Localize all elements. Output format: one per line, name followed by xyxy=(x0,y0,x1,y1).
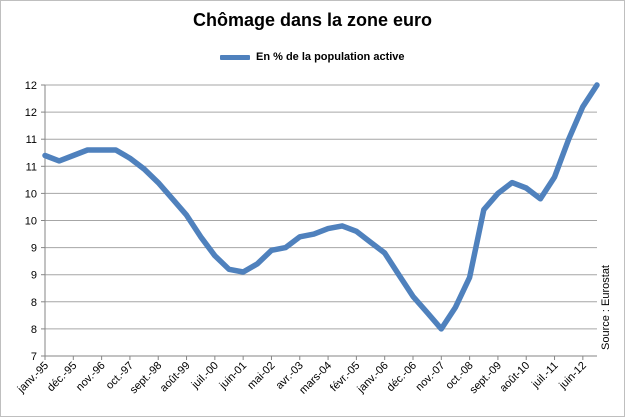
x-tick-label: mai-02 xyxy=(245,360,277,392)
x-tick-label: août-99 xyxy=(158,360,193,395)
legend-swatch xyxy=(220,54,250,60)
y-tick-label: 9 xyxy=(31,270,37,282)
x-tick-label: juin-01 xyxy=(217,360,250,393)
x-tick-label: déc.-06 xyxy=(385,360,419,394)
series-line xyxy=(42,82,600,332)
y-tick-label: 12 xyxy=(25,107,37,119)
x-tick-label: juin-12 xyxy=(556,360,589,393)
y-tick-label: 9 xyxy=(31,243,37,255)
x-tick-label: nov.-96 xyxy=(74,360,108,394)
y-tick-label: 8 xyxy=(31,324,37,336)
x-tick-label: août-10 xyxy=(497,360,532,395)
y-tick-label: 8 xyxy=(31,297,37,309)
y-tick-label: 10 xyxy=(25,188,37,200)
chart-title: Chômage dans la zone euro xyxy=(192,10,433,30)
y-tick-label: 10 xyxy=(25,216,37,228)
legend: En % de la population active xyxy=(220,49,405,65)
x-tick-label: sept.-98 xyxy=(128,360,165,397)
y-tick-label: 12 xyxy=(25,80,37,92)
x-tick-label: déc.-95 xyxy=(45,360,79,394)
x-tick-label: janv.-95 xyxy=(15,360,51,396)
y-tick-label: 7 xyxy=(31,351,37,363)
y-tick-label: 11 xyxy=(26,161,37,173)
x-tick-label: sept.-09 xyxy=(467,360,504,397)
x-tick-label: juil.-00 xyxy=(189,360,221,392)
x-tick-label: juil.-11 xyxy=(529,360,561,392)
legend-label: En % de la population active xyxy=(256,51,405,63)
x-tick-label: nov.-07 xyxy=(414,360,448,394)
y-tick-label: 11 xyxy=(26,134,37,146)
x-tick-label: janv.-06 xyxy=(355,360,391,396)
